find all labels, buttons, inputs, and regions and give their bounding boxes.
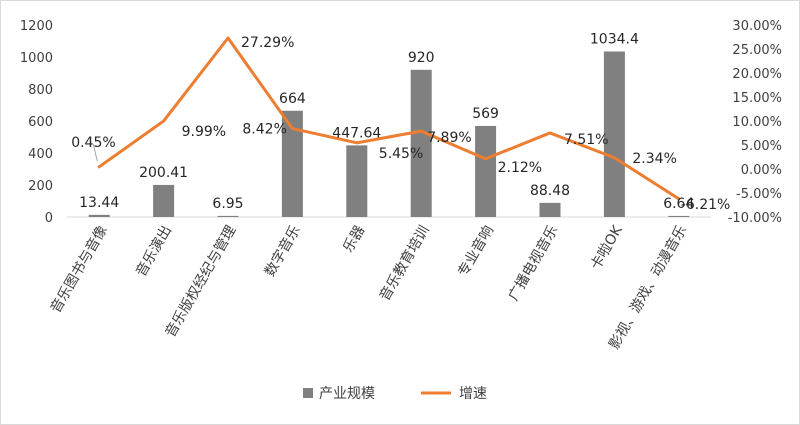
bar-data-label: 6.95 <box>212 196 243 212</box>
bar <box>475 125 497 217</box>
right-axis-tick-label: 0.00% <box>741 163 782 178</box>
line-data-label: 5.45% <box>379 146 423 162</box>
left-axis-tick-label: 1200 <box>20 19 53 34</box>
right-axis-tick-label: 30.00% <box>732 19 782 34</box>
left-axis-tick-label: 0 <box>45 211 53 226</box>
right-axis-tick-label: -5.00% <box>736 187 782 202</box>
bar <box>410 69 432 217</box>
legend: 产业规模 增速 <box>303 386 487 402</box>
category-label: 专业音响 <box>454 222 497 279</box>
right-axis-tick-label: 10.00% <box>732 115 782 130</box>
bar <box>668 215 690 217</box>
line-data-label: 9.99% <box>182 124 226 140</box>
bar-data-label: 1034.4 <box>590 31 639 47</box>
bar <box>603 51 625 217</box>
legend-bar-label: 产业规模 <box>319 386 375 402</box>
line-data-label: 7.89% <box>427 130 471 146</box>
left-axis-tick-label: 800 <box>28 83 53 98</box>
category-label: 卡啦OK <box>587 222 626 273</box>
line-data-label: 2.34% <box>632 151 676 167</box>
right-axis-tick-label: 5.00% <box>741 139 782 154</box>
bar-data-label: 447.64 <box>332 125 381 141</box>
right-axis-tick-label: 25.00% <box>732 43 782 58</box>
legend-line-label: 增速 <box>459 386 487 402</box>
line-data-label: 2.12% <box>498 160 542 176</box>
right-axis-tick-label: 15.00% <box>732 91 782 106</box>
bar <box>346 145 368 217</box>
bar <box>88 214 110 217</box>
category-label: 乐器 <box>340 223 368 255</box>
label-leader-line <box>92 143 98 161</box>
growth-line <box>97 36 681 201</box>
category-label: 音乐教育培训 <box>376 223 433 304</box>
category-label: 音乐图书与音像 <box>47 223 111 316</box>
category-label: 音乐演出 <box>132 223 175 280</box>
bar-data-label: 664 <box>279 91 306 107</box>
bar-data-label: 200.41 <box>139 165 188 181</box>
line-data-label: 8.42% <box>242 122 286 138</box>
right-axis-tick-label: -10.00% <box>728 211 782 226</box>
line-data-label: -6.21% <box>681 197 731 213</box>
bar <box>153 184 175 217</box>
bar-data-label: 13.44 <box>79 195 119 211</box>
category-label: 数字音乐 <box>261 223 304 280</box>
left-axis-tick-label: 600 <box>28 115 53 130</box>
right-axis-tick-label: 20.00% <box>732 67 782 82</box>
line-data-label: 27.29% <box>241 35 294 51</box>
bar <box>217 215 239 217</box>
bar-data-label: 88.48 <box>530 183 570 199</box>
bar-data-label: 6.64 <box>663 196 694 212</box>
line-data-label: 7.51% <box>564 132 608 148</box>
bar <box>539 202 561 217</box>
legend-bar-swatch <box>303 388 313 398</box>
category-label: 音乐版权经纪与管理 <box>162 223 240 341</box>
left-axis-tick-label: 1000 <box>20 51 53 66</box>
left-axis-tick-label: 200 <box>28 179 53 194</box>
bar-data-label: 569 <box>472 106 499 122</box>
line-data-label: 0.45% <box>71 135 115 151</box>
bar-data-label: 920 <box>408 50 435 66</box>
bar <box>281 110 303 217</box>
category-label: 广播电视音乐 <box>505 223 562 304</box>
left-axis-tick-label: 400 <box>28 147 53 162</box>
